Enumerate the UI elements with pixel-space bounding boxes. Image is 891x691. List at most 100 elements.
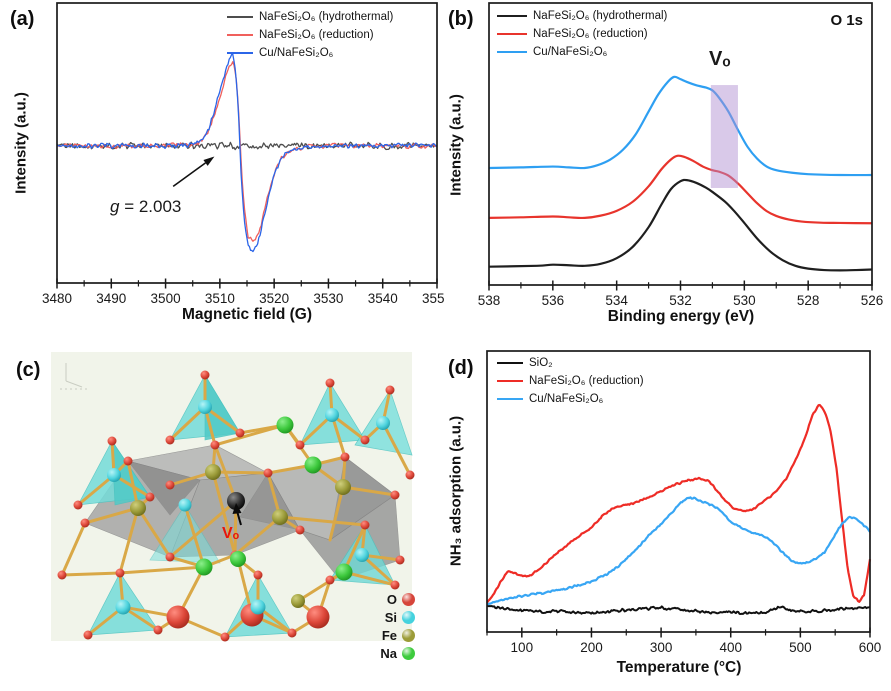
tpd-legend: SiO₂ NaFeSi₂O₆ (reduction) Cu/NaFeSi₂O₆ [497,354,644,408]
epr-y-axis-title: Intensity (a.u.) [12,92,30,194]
curve-cu-nafesi-o [488,75,873,177]
atom-legend-dot [402,628,415,642]
g-symbol: g [110,197,120,216]
crystal-structure-image [51,352,415,642]
g-factor-annotation: g = 2.003 [110,197,181,217]
si-atoms [107,400,390,615]
plot-frame [486,350,871,633]
tpd-y-axis-title: NH₃ adsorption (a.u.) [447,415,465,567]
o-atoms [57,370,415,642]
legend-item: Cu/NaFeSi₂O₆ [497,390,644,408]
x-tick-label: 3540 [368,291,398,306]
curve-cu-nafesi-o [486,496,871,606]
vo-highlight-box [710,85,738,188]
legend-label: NaFeSi₂O₆ (reduction) [529,375,644,387]
g-value: = 2.003 [119,197,182,216]
annotation-arrow-icon [172,156,215,188]
panel-b: 538 536 534 532 530 528 526 (b) Intensity (a.u… [445,0,891,345]
oxygen-vacancy-atom [227,492,245,510]
curve-nafesi-o-reduction [488,154,873,225]
panel-c-label: (c) [16,359,41,381]
legend-label: NaFeSi₂O₆ (reduction) [259,29,374,41]
curve-nafesi-o-hydrothermal [488,178,873,272]
xps-y-axis-title: Intensity (a.u.) [447,94,465,196]
atom-legend: O Si Fe Na [380,590,415,662]
legend-item: NaFeSi₂O₆ (reduction) [497,25,667,43]
legend-line-swatch [497,362,523,364]
curve-nafesi-o-reduction [486,403,872,604]
legend-line-swatch [497,15,527,17]
legend-label: Cu/NaFeSi₂O₆ [259,47,334,59]
x-tick-label: 3530 [313,291,343,306]
tpd-x-axis-title: Temperature (°C) [616,659,742,676]
vacancy-arrow-icon [232,503,242,526]
x-tick-label: 3480 [42,291,72,306]
xps-legend: NaFeSi₂O₆ (hydrothermal) NaFeSi₂O₆ (reduc… [497,7,667,61]
legend-line-swatch [497,51,527,53]
x-tick-label: 400 [719,640,742,655]
legend-item: Cu/NaFeSi₂O₆ [227,44,393,62]
x-tick-label: 3500 [151,291,181,306]
atom-legend-label: Na [380,645,397,661]
legend-label: NaFeSi₂O₆ (hydrothermal) [259,11,394,23]
legend-line-swatch [227,52,253,54]
atom-legend-item: Fe [380,626,415,644]
axis-gizmo-icon [60,363,90,390]
legend-item: NaFeSi₂O₆ (reduction) [227,26,393,44]
x-tick-label: 300 [650,640,673,655]
legend-item: NaFeSi₂O₆ (reduction) [497,372,644,390]
xps-chart: 538 536 534 532 530 528 526 [478,2,884,308]
x-tick-label: 534 [605,293,628,308]
legend-item: Cu/NaFeSi₂O₆ [497,43,667,61]
legend-label: SiO₂ [529,357,553,369]
atom-legend-item: Si [380,608,415,626]
atom-legend-dot [402,646,415,660]
atom-legend-dot [402,610,415,624]
x-tick-label: 526 [861,293,884,308]
x-tick-label: 3510 [205,291,235,306]
x-tick-label: 3520 [259,291,289,306]
legend-item: SiO₂ [497,354,644,372]
o1s-tag: O 1s [830,12,863,29]
x-tick-label: 532 [669,293,692,308]
legend-line-swatch [227,16,253,18]
x-tick-label: 536 [542,293,565,308]
legend-item: NaFeSi₂O₆ (hydrothermal) [227,8,393,26]
x-tick-label: 538 [478,293,501,308]
atom-legend-dot [402,592,415,606]
legend-label: NaFeSi₂O₆ (reduction) [533,28,648,40]
legend-line-swatch [497,33,527,35]
epr-chart: 3480 3490 3500 3510 3520 3530 3540 3550 [42,2,445,306]
atom-legend-label: Fe [381,627,397,643]
x-tick-label: 3550 [422,291,445,306]
x-tick-label: 530 [733,293,756,308]
epr-legend: NaFeSi₂O₆ (hydrothermal) NaFeSi₂O₆ (reduc… [227,8,393,62]
atom-legend-item: O [380,590,415,608]
legend-label: NaFeSi₂O₆ (hydrothermal) [533,10,668,22]
x-tick-label: 600 [859,640,882,655]
xps-x-axis-title: Binding energy (eV) [607,308,755,325]
panel-c: (c) Vₒ O Si Fe Na [0,345,445,691]
curve-cu-nafesi-o [56,53,438,253]
legend-line-swatch [227,34,253,36]
oxygen-vacancy-label-b: Vₒ [709,48,731,70]
x-tick-label: 100 [511,640,534,655]
tpd-chart: 100 200 300 400 500 600 [486,350,882,655]
atom-legend-label: O [386,591,397,607]
legend-label: Cu/NaFeSi₂O₆ [533,46,608,58]
x-tick-label: 200 [580,640,603,655]
fe-atoms [130,464,351,608]
panel-d-label: (d) [448,357,474,379]
epr-x-axis-title: Magnetic field (G) [181,306,313,323]
oxygen-vacancy-label-c: Vₒ [222,525,240,542]
legend-item: NaFeSi₂O₆ (hydrothermal) [497,7,667,25]
bonds [60,373,412,639]
curve-sio [486,604,871,615]
panel-d: 100 200 300 400 500 600 (d) NH₃ adsorption (a… [445,345,891,691]
panel-a-label: (a) [10,8,35,30]
x-tick-label: 500 [789,640,812,655]
x-tick-label: 3490 [96,291,126,306]
legend-line-swatch [497,380,523,382]
legend-label: Cu/NaFeSi₂O₆ [529,393,604,405]
